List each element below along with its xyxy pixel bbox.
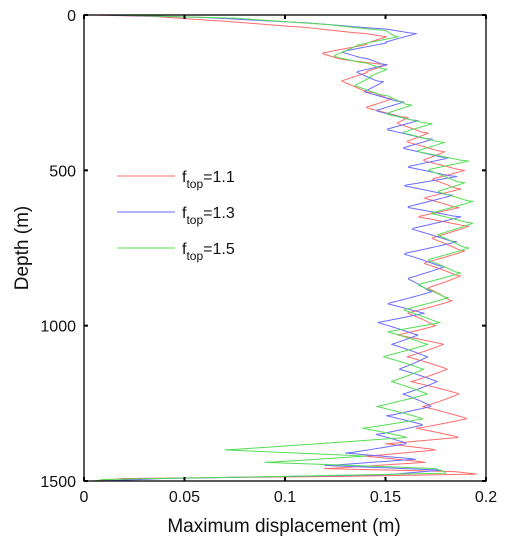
x-tick-label: 0.1 <box>274 489 296 506</box>
legend-label-3: ftop=1.5 <box>182 241 235 263</box>
series-line-1 <box>94 14 478 482</box>
x-tick-label: 0.2 <box>475 489 497 506</box>
y-tick-label: 1000 <box>40 319 76 336</box>
x-tick-label: 0.15 <box>370 489 401 506</box>
legend-label-2: ftop=1.3 <box>182 205 235 227</box>
series-line-3 <box>93 14 474 482</box>
y-tick-label: 500 <box>49 163 76 180</box>
plot-area: 0 0.05 0.1 0.15 0.2 0 500 1000 1500 <box>40 8 497 506</box>
x-tick-label: 0 <box>80 489 89 506</box>
y-tick-label: 0 <box>67 8 76 25</box>
x-tick-label: 0.05 <box>169 489 200 506</box>
y-tick-label: 1500 <box>40 474 76 491</box>
y-axis-label: Depth (m) <box>12 206 33 290</box>
legend-label-1: ftop=1.1 <box>182 169 235 191</box>
x-axis-label: Maximum displacement (m) <box>167 516 400 537</box>
legend: ftop=1.1 ftop=1.3 ftop=1.5 <box>117 169 235 263</box>
series-line-2 <box>100 14 462 482</box>
